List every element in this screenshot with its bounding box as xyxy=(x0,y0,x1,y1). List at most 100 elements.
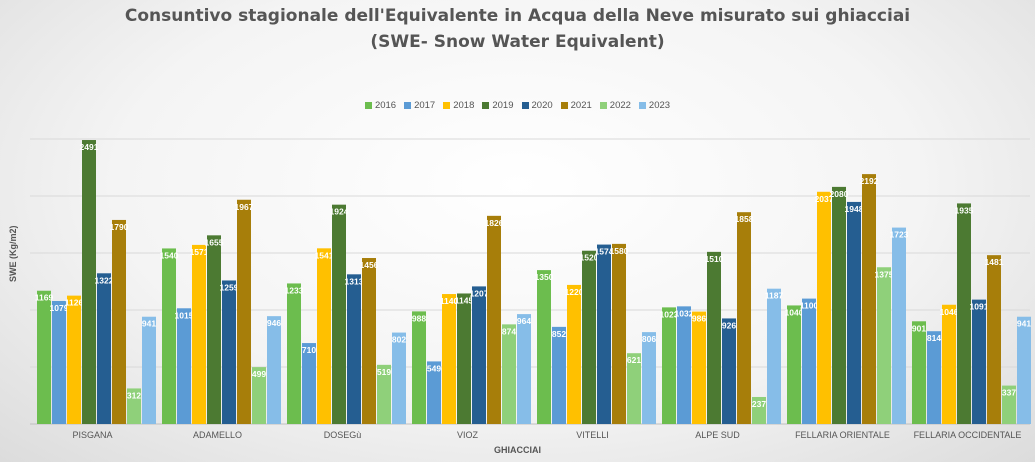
data-label: 1948 xyxy=(845,204,864,214)
bar xyxy=(472,286,486,424)
bar xyxy=(722,318,736,424)
x-tick-label: ALPE SUD xyxy=(695,430,740,440)
data-label: 1313 xyxy=(345,276,364,286)
data-label: 941 xyxy=(1017,319,1031,329)
data-label: 1100 xyxy=(800,301,819,311)
legend-label: 2017 xyxy=(414,100,436,111)
data-label: 1046 xyxy=(940,307,959,317)
bar xyxy=(877,267,891,424)
bar xyxy=(222,280,236,424)
bar xyxy=(1002,385,1016,424)
data-label: 1023 xyxy=(660,309,679,319)
bar xyxy=(177,308,191,424)
x-tick-label: VIOZ xyxy=(457,430,479,440)
bar xyxy=(957,203,971,424)
bar xyxy=(252,367,266,424)
data-label: 1935 xyxy=(955,205,974,215)
x-tick-label: ADAMELLO xyxy=(193,430,242,440)
data-label: 1571 xyxy=(190,247,209,257)
data-label: 1456 xyxy=(360,260,379,270)
bar xyxy=(317,248,331,424)
bar xyxy=(862,174,876,424)
data-label: 1169 xyxy=(35,293,54,303)
x-axis-label: GHIACCIAI xyxy=(494,445,541,455)
legend-swatch xyxy=(599,102,607,109)
data-label: 1259 xyxy=(220,282,239,292)
x-tick-label: PISGANA xyxy=(72,430,112,440)
bar xyxy=(392,332,406,424)
bar xyxy=(677,306,691,424)
bar xyxy=(112,219,126,424)
data-label: 337 xyxy=(1002,388,1016,398)
bar xyxy=(97,273,111,424)
bar xyxy=(52,300,66,424)
bar xyxy=(267,316,281,424)
bar xyxy=(752,396,766,424)
data-label: 1040 xyxy=(785,307,804,317)
data-label: 1924 xyxy=(330,207,349,217)
data-label: 926 xyxy=(722,320,736,330)
bar xyxy=(487,215,501,424)
data-label: 1790 xyxy=(110,222,129,232)
legend-label: 2022 xyxy=(609,100,631,111)
bar xyxy=(552,326,566,424)
data-label: 1574 xyxy=(595,247,614,257)
legend-swatch xyxy=(560,102,568,109)
data-label: 237 xyxy=(752,399,766,409)
bar xyxy=(142,316,156,424)
legend-label: 2020 xyxy=(531,100,553,111)
bar xyxy=(832,186,846,424)
data-label: 814 xyxy=(927,333,941,343)
legend-swatch xyxy=(364,102,372,109)
bar xyxy=(802,298,816,424)
data-label: 1520 xyxy=(580,253,599,263)
bar xyxy=(67,295,81,424)
data-label: 2037 xyxy=(815,194,834,204)
bar xyxy=(787,305,801,424)
data-label: 852 xyxy=(552,329,566,339)
data-label: 1826 xyxy=(485,218,504,228)
bar xyxy=(692,311,706,424)
data-label: 1541 xyxy=(315,250,334,260)
bar xyxy=(347,274,361,424)
bar xyxy=(942,304,956,424)
legend-label: 2021 xyxy=(570,100,592,111)
data-label: 1322 xyxy=(95,275,114,285)
bar xyxy=(912,321,926,424)
bar xyxy=(567,284,581,424)
bar xyxy=(972,299,986,424)
bar xyxy=(817,191,831,424)
bar xyxy=(82,140,96,424)
legend-item-2018: 2018 xyxy=(443,100,474,111)
data-label: 2491 xyxy=(80,142,99,152)
legend-swatch xyxy=(404,102,412,109)
chart-subtitle: (SWE- Snow Water Equivalent) xyxy=(370,32,665,52)
data-label: 519 xyxy=(377,367,391,377)
legend-item-2020: 2020 xyxy=(521,100,553,111)
data-label: 986 xyxy=(692,314,706,324)
data-label: 2192 xyxy=(860,176,879,186)
bar xyxy=(332,204,346,424)
data-label: 1481 xyxy=(985,257,1004,267)
data-label: 1233 xyxy=(285,285,304,295)
x-tick-label: VITELLI xyxy=(576,430,609,440)
data-label: 802 xyxy=(392,335,406,345)
bar xyxy=(987,255,1001,424)
data-label: 1032 xyxy=(675,308,694,318)
x-tick-label: FELLARIA OCCIDENTALE xyxy=(914,430,1022,440)
data-label: 1015 xyxy=(175,310,194,320)
data-label: 1091 xyxy=(970,302,989,312)
legend: 2016 2017 2018 2019 2020 2021 2022 2023 xyxy=(0,100,1035,111)
legend-label: 2018 xyxy=(453,100,475,111)
data-label: 710 xyxy=(302,345,316,355)
bar xyxy=(37,290,51,424)
bar xyxy=(517,314,531,424)
data-label: 1350 xyxy=(535,272,554,282)
bar xyxy=(192,244,206,424)
legend-label: 2019 xyxy=(492,100,514,111)
legend-swatch xyxy=(482,102,490,109)
bar xyxy=(302,343,316,424)
bar xyxy=(427,361,441,424)
data-label: 1145 xyxy=(455,295,474,305)
